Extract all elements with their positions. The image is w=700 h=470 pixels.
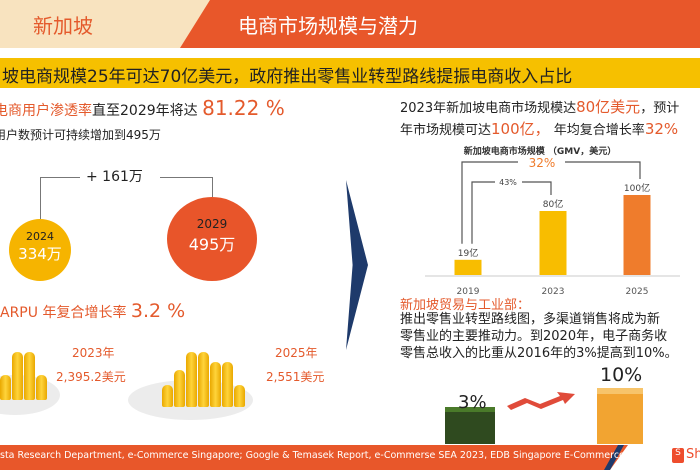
header-right-panel [180, 0, 700, 48]
users-line: 用户数预计可持续增加到495万 [0, 128, 161, 142]
penetration-mid: 直至2029年将达 [92, 103, 198, 119]
coin-stack [234, 385, 245, 407]
mti-line: 零售业的主要推动力。到2020年，电子商务收 [400, 329, 668, 344]
mti-line: 推出零售业转型路线图，多渠道销售将成为新 [400, 312, 661, 327]
value-label: 495万 [188, 235, 236, 254]
coin-stack [12, 352, 23, 400]
coin-stack [174, 370, 185, 407]
highlight: 32% [644, 120, 679, 138]
mti-body: 推出零售业转型路线图，多渠道销售将成为新 零售业的主要推动力。到2020年，电子… [400, 311, 678, 362]
x-tick-label: 2025 [626, 287, 649, 297]
mti-title: 新加坡贸易与工业部： [400, 298, 531, 313]
penetration-value: 81.22 % [202, 96, 285, 120]
headline-banner [0, 58, 700, 88]
highlight: 80亿美元 [576, 98, 641, 116]
value-label: 334万 [18, 245, 62, 263]
data-label: 100亿 [624, 182, 650, 194]
bar-2023 [539, 211, 567, 275]
data-label: 19亿 [458, 247, 478, 259]
arpu-label: ARPU 年复合增长率 [0, 305, 127, 321]
coin-stack [162, 385, 173, 407]
increase-label: + 161万 [86, 169, 143, 185]
bracket-line [160, 177, 212, 178]
arpu-value: 3.2 % [130, 300, 186, 322]
text: 2023年新加坡电商市场规模达 [400, 101, 577, 116]
coin-stack [24, 352, 35, 400]
growth-bracket [471, 181, 495, 244]
growth-bracket [522, 181, 552, 195]
bracket-line [212, 177, 213, 197]
x-tick-label: 2019 [457, 287, 480, 297]
text: ，预计 [640, 101, 680, 116]
chart-title: 新加坡电商市场规模 （GMV，美元） [464, 145, 616, 157]
circle-2029: 2029 495万 [167, 197, 257, 281]
share-2016-label: 3% [458, 392, 487, 413]
x-tick-label: 2023 [542, 287, 565, 297]
data-label: 80亿 [543, 198, 563, 210]
bracket-line [40, 177, 80, 178]
source-text: sta Research Department, e-Commerce Sing… [0, 450, 660, 461]
market-line-1: 2023年新加坡电商市场规模达80亿美元，预计 [400, 96, 679, 117]
coin-stack [222, 362, 233, 407]
coin-stack [36, 375, 47, 400]
bracket-line [40, 177, 41, 219]
shopee-bag-icon: S [672, 448, 684, 463]
share-2020-label: 10% [600, 364, 643, 386]
coin-stack [186, 352, 197, 407]
year-label: 2029 [196, 217, 228, 231]
year-label: 2024 [26, 230, 54, 243]
market-line-2: 年市场规模可达100亿， 年均复合增长率32% [400, 118, 678, 139]
circle-2024: 2024 334万 [9, 219, 71, 281]
coin-stack [198, 352, 209, 407]
arpu-line: ARPU 年复合增长率 3.2 % [0, 300, 185, 322]
mti-line: 零售总收入的比重从2016年的3%提高到10%。 [400, 346, 678, 361]
chevron-right-icon [346, 180, 368, 350]
share-2016-block [445, 407, 495, 444]
text: 年均复合增长率 [553, 123, 645, 138]
headline-text: 坡电商规模25年可达70亿美元，政府推出零售业转型路线提振电商收入占比 [2, 67, 573, 87]
highlight: 100亿， [491, 120, 550, 138]
coin-stack [210, 362, 221, 407]
text: 年市场规模可达 [400, 123, 492, 138]
arpu-2023-year: 2023年 [72, 346, 115, 360]
coin-stack [0, 375, 11, 400]
bar-2025 [623, 195, 651, 275]
penetration-line: 电商用户渗透率直至2029年将达 81.22 % [0, 96, 285, 120]
arpu-2025-year: 2025年 [275, 346, 318, 360]
arpu-2023-value: 2,395.2美元 [56, 370, 126, 384]
growth-label: 43% [499, 178, 517, 187]
shopee-logo: Sh [686, 447, 700, 462]
arpu-2025-value: 2,551美元 [266, 370, 325, 384]
arrow-icon [507, 392, 575, 410]
share-2020-block [597, 388, 643, 444]
bar-2019 [454, 259, 482, 275]
footer-bar [0, 445, 700, 470]
page-title: 电商市场规模与潜力 [238, 14, 418, 38]
growth-bracket [461, 161, 518, 244]
penetration-label: 电商用户渗透率 [0, 103, 92, 119]
growth-bracket [565, 161, 641, 179]
gmv-chart: 新加坡电商市场规模 （GMV，美元） 19亿 2019 80亿 2023 100亿 2025… [425, 145, 680, 297]
growth-label: 32% [529, 156, 556, 170]
country-title: 新加坡 [33, 14, 93, 38]
